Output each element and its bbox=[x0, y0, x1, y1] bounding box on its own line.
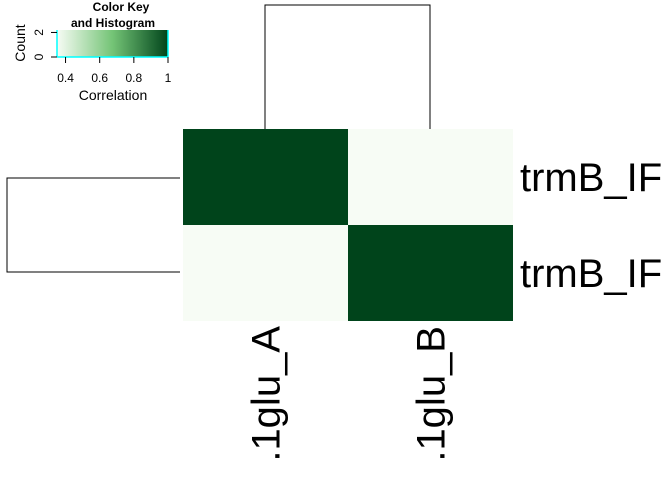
color-key-gradient-bar bbox=[57, 30, 168, 57]
key-x-tick-label: 1 bbox=[165, 71, 172, 85]
row-label-1: trmB_IF bbox=[520, 156, 662, 200]
color-key-title-line1: Color Key bbox=[93, 0, 150, 14]
color-key-xlabel: Correlation bbox=[79, 87, 147, 103]
key-x-tick-label: 0.4 bbox=[57, 71, 74, 85]
key-x-tick-label: 0.6 bbox=[91, 71, 108, 85]
key-x-tick-label: 0.8 bbox=[126, 71, 143, 85]
key-y-tick-label: 0 bbox=[32, 53, 46, 60]
heatmap-cell-r1-c2 bbox=[348, 129, 513, 225]
color-key-x-ticks: 0.4 0.6 0.8 1 bbox=[57, 57, 172, 85]
column-label-1: .1glu_A bbox=[245, 326, 289, 462]
row-dendrogram bbox=[6, 177, 180, 273]
heatmap-cell-r1-c1 bbox=[183, 129, 348, 225]
heatmap-cells bbox=[183, 129, 513, 321]
color-key: Color Key and Histogram 0.4 0.6 0.8 1 02 Co… bbox=[12, 0, 172, 103]
color-key-ylabel: Count bbox=[12, 24, 28, 61]
key-y-tick-label: 2 bbox=[32, 29, 46, 36]
column-label-2: .1glu_B bbox=[410, 326, 454, 462]
column-labels: .1glu_A .1glu_B bbox=[245, 326, 454, 462]
color-key-y-ticks: 02 bbox=[32, 29, 57, 60]
row-label-2: trmB_IF bbox=[520, 252, 662, 296]
heatmap-cell-r2-c2 bbox=[348, 225, 513, 321]
color-key-title-line2: and Histogram bbox=[71, 16, 155, 30]
heatmap-cell-r2-c1 bbox=[183, 225, 348, 321]
column-dendrogram bbox=[264, 4, 431, 129]
row-labels: trmB_IF trmB_IF bbox=[520, 156, 662, 296]
